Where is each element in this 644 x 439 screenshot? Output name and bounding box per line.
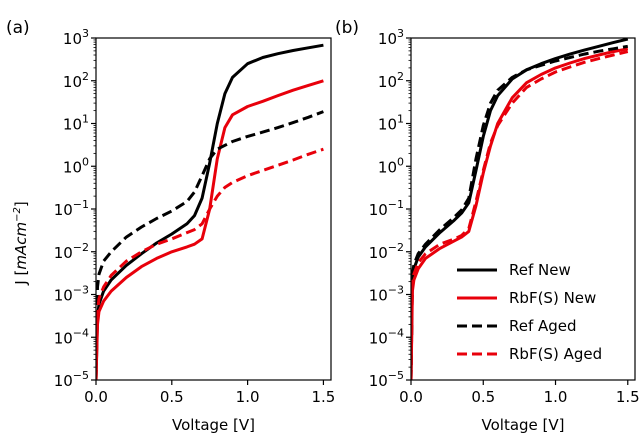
y-axis-label-unit: mAcm xyxy=(12,222,30,270)
legend-label: Ref New xyxy=(509,261,571,279)
panel-label: (b) xyxy=(335,18,359,38)
y-axis-label: J [mAcm−2] xyxy=(12,201,30,285)
series-line-rbf-s-aged xyxy=(411,50,629,380)
panel-b: 10−5 10−4 10−3 10−2 10−1 100 101 102 103 0.0 0.5 1.… xyxy=(335,18,640,434)
y-tick-label: 10−3 xyxy=(54,284,89,305)
y-tick-label: 103 xyxy=(63,27,89,48)
panel-label: (a) xyxy=(6,18,30,38)
x-tick-label: 0.5 xyxy=(160,388,184,406)
legend-label: Ref Aged xyxy=(509,317,577,335)
y-tick-label: 10−2 xyxy=(369,241,404,262)
x-tick-label: 1.5 xyxy=(616,388,640,406)
legend-label: RbF(S) New xyxy=(509,289,596,307)
y-tick-label: 100 xyxy=(378,155,404,176)
y-tick-label: 10−3 xyxy=(369,284,404,305)
y-tick-label: 10−2 xyxy=(54,241,89,262)
y-tick-label: 10−4 xyxy=(369,326,404,347)
y-tick-label: 10−5 xyxy=(369,369,404,390)
series-line-ref-new xyxy=(96,43,324,380)
y-tick-label: 10−1 xyxy=(54,198,89,219)
series-line-ref-aged xyxy=(411,44,629,380)
series-group xyxy=(411,38,629,380)
y-tick-label: 10−5 xyxy=(54,369,89,390)
series-line-ref-new xyxy=(411,38,629,380)
series-line-ref-aged xyxy=(96,110,324,380)
series-line-rbf-s-new xyxy=(96,79,324,380)
x-tick-label: 1.0 xyxy=(544,388,568,406)
series-line-rbf-s-new xyxy=(411,47,629,380)
y-axis-label-suffix: ] xyxy=(12,201,30,207)
x-tick-label: 0.0 xyxy=(399,388,423,406)
series-group xyxy=(96,43,324,380)
x-tick-label: 0.0 xyxy=(84,388,108,406)
y-tick-label: 103 xyxy=(378,27,404,48)
x-axis-label: Voltage [V] xyxy=(482,416,565,434)
y-tick-label: 100 xyxy=(63,155,89,176)
x-tick-label: 1.0 xyxy=(236,388,260,406)
y-axis-label-exponent: −2 xyxy=(12,207,23,222)
y-tick-label: 10−4 xyxy=(54,326,89,347)
legend-label: RbF(S) Aged xyxy=(509,345,602,363)
series-line-rbf-s-aged xyxy=(96,147,324,380)
y-tick-label: 101 xyxy=(378,113,404,134)
x-axis-label: Voltage [V] xyxy=(172,416,255,434)
y-tick-label: 101 xyxy=(63,113,89,134)
x-tick-label: 0.5 xyxy=(471,388,495,406)
legend: Ref New RbF(S) New Ref Aged RbF(S) Aged xyxy=(457,261,602,363)
x-tick-label: 1.5 xyxy=(311,388,335,406)
y-tick-label: 102 xyxy=(63,70,89,91)
y-axis-label-prefix: J [ xyxy=(12,270,30,286)
y-tick-label: 102 xyxy=(378,70,404,91)
panel-a: 10−5 10−4 10−3 10−2 10−1 100 101 102 103 0.0 0.5 1.… xyxy=(6,18,335,434)
y-tick-label: 10−1 xyxy=(369,198,404,219)
